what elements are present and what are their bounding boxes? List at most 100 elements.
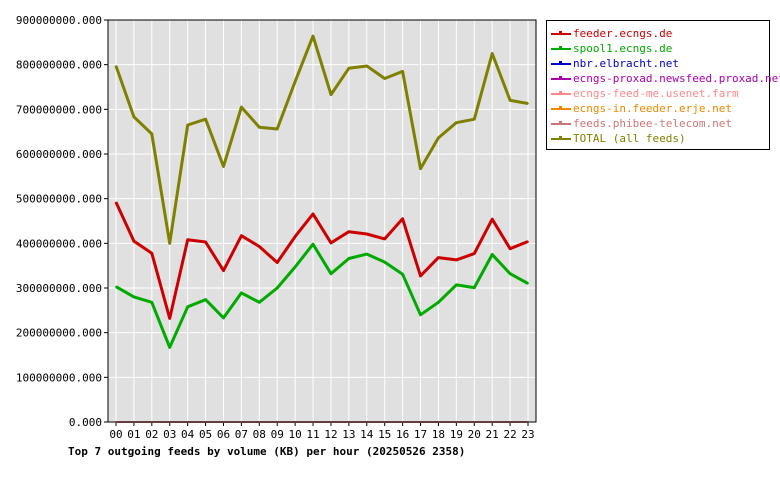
x-tick-label: 01 bbox=[127, 428, 140, 441]
data-point bbox=[186, 124, 189, 126]
data-point bbox=[240, 106, 243, 108]
legend-label: TOTAL (all feeds) bbox=[573, 132, 686, 145]
x-tick-label: 13 bbox=[342, 428, 355, 441]
legend-label: nbr.elbracht.net bbox=[573, 57, 679, 70]
legend-swatch bbox=[551, 31, 571, 35]
y-tick-label: 800000000.000 bbox=[16, 59, 102, 72]
y-tick-label: 100000000.000 bbox=[16, 371, 102, 384]
y-tick-label: 300000000.000 bbox=[16, 282, 102, 295]
data-point bbox=[276, 128, 279, 130]
data-point bbox=[330, 242, 332, 244]
data-point bbox=[115, 285, 117, 288]
data-point bbox=[509, 272, 511, 275]
x-tick-label: 23 bbox=[521, 428, 534, 441]
x-tick-label: 09 bbox=[271, 428, 284, 441]
data-point bbox=[419, 167, 422, 170]
plot-area bbox=[108, 20, 536, 422]
y-tick-label: 200000000.000 bbox=[16, 327, 102, 340]
x-tick-label: 10 bbox=[289, 428, 302, 441]
data-point bbox=[115, 201, 117, 204]
data-point bbox=[312, 35, 314, 37]
x-tick-label: 16 bbox=[396, 428, 409, 441]
x-tick-label: 22 bbox=[503, 428, 516, 441]
data-point bbox=[222, 269, 225, 272]
data-point bbox=[204, 118, 207, 120]
y-tick-label: 600000000.000 bbox=[16, 148, 102, 161]
data-point bbox=[527, 282, 529, 285]
legend-label: feeds.phibee-telecom.net bbox=[573, 117, 732, 130]
series-line bbox=[115, 242, 529, 349]
legend-label: feeder.ecngs.de bbox=[573, 27, 673, 40]
data-point bbox=[348, 257, 350, 260]
x-tick-label: 03 bbox=[163, 428, 176, 441]
x-tick-label: 18 bbox=[432, 428, 445, 441]
data-point bbox=[186, 238, 189, 241]
data-point bbox=[509, 99, 511, 102]
x-tick-label: 00 bbox=[109, 428, 122, 441]
plot-border bbox=[107, 19, 537, 423]
data-point bbox=[348, 230, 350, 233]
data-point bbox=[455, 284, 458, 286]
series-line bbox=[114, 34, 529, 245]
data-point bbox=[365, 233, 368, 235]
x-tick-label: 11 bbox=[306, 428, 319, 441]
data-point bbox=[365, 65, 368, 67]
legend-swatch bbox=[551, 91, 571, 95]
x-tick-label: 04 bbox=[181, 428, 195, 441]
data-point bbox=[491, 218, 493, 221]
data-point bbox=[383, 238, 386, 240]
y-tick-label: 500000000.000 bbox=[16, 193, 102, 206]
data-point bbox=[419, 275, 422, 277]
data-point bbox=[151, 133, 153, 135]
data-point bbox=[258, 245, 261, 248]
data-point bbox=[168, 317, 171, 320]
data-point bbox=[168, 242, 171, 245]
data-point bbox=[312, 243, 314, 246]
data-point bbox=[294, 266, 296, 268]
data-point bbox=[240, 234, 243, 237]
legend-swatch bbox=[551, 106, 571, 110]
y-tick-label: 700000000.000 bbox=[16, 103, 102, 116]
data-point bbox=[222, 165, 225, 168]
data-point bbox=[509, 247, 511, 250]
data-point bbox=[222, 317, 225, 319]
data-point bbox=[294, 235, 296, 238]
legend-swatch bbox=[551, 46, 571, 50]
data-point bbox=[401, 70, 404, 73]
y-tick-label: 400000000.000 bbox=[16, 237, 102, 250]
data-point bbox=[151, 301, 153, 304]
data-point bbox=[491, 253, 493, 256]
data-point bbox=[133, 240, 135, 242]
data-point bbox=[455, 259, 458, 261]
x-tick-label: 08 bbox=[253, 428, 266, 441]
x-tick-label: 17 bbox=[414, 428, 427, 441]
data-point bbox=[276, 261, 279, 264]
data-point bbox=[133, 116, 135, 118]
legend-swatch bbox=[551, 61, 571, 65]
data-point bbox=[473, 118, 476, 120]
x-tick-label: 05 bbox=[199, 428, 212, 441]
data-point bbox=[348, 67, 350, 70]
data-point bbox=[115, 65, 117, 67]
series-line bbox=[114, 201, 529, 320]
data-point bbox=[312, 213, 314, 215]
data-point bbox=[527, 102, 529, 105]
data-point bbox=[455, 121, 458, 124]
data-point bbox=[204, 241, 207, 243]
legend-label: spool1.ecngs.de bbox=[573, 42, 673, 55]
data-point bbox=[151, 252, 153, 254]
data-point bbox=[258, 301, 261, 304]
data-point bbox=[383, 261, 386, 263]
chart-title: Top 7 outgoing feeds by volume (KB) per … bbox=[68, 445, 466, 458]
data-point bbox=[168, 346, 171, 349]
data-point bbox=[204, 298, 207, 301]
data-point bbox=[419, 314, 422, 316]
data-point bbox=[294, 80, 296, 83]
x-tick-label: 15 bbox=[378, 428, 391, 441]
x-tick-label: 02 bbox=[145, 428, 158, 441]
data-point bbox=[276, 287, 279, 289]
y-tick-label: 0.000 bbox=[69, 416, 102, 429]
data-point bbox=[473, 286, 476, 289]
data-point bbox=[240, 292, 243, 294]
